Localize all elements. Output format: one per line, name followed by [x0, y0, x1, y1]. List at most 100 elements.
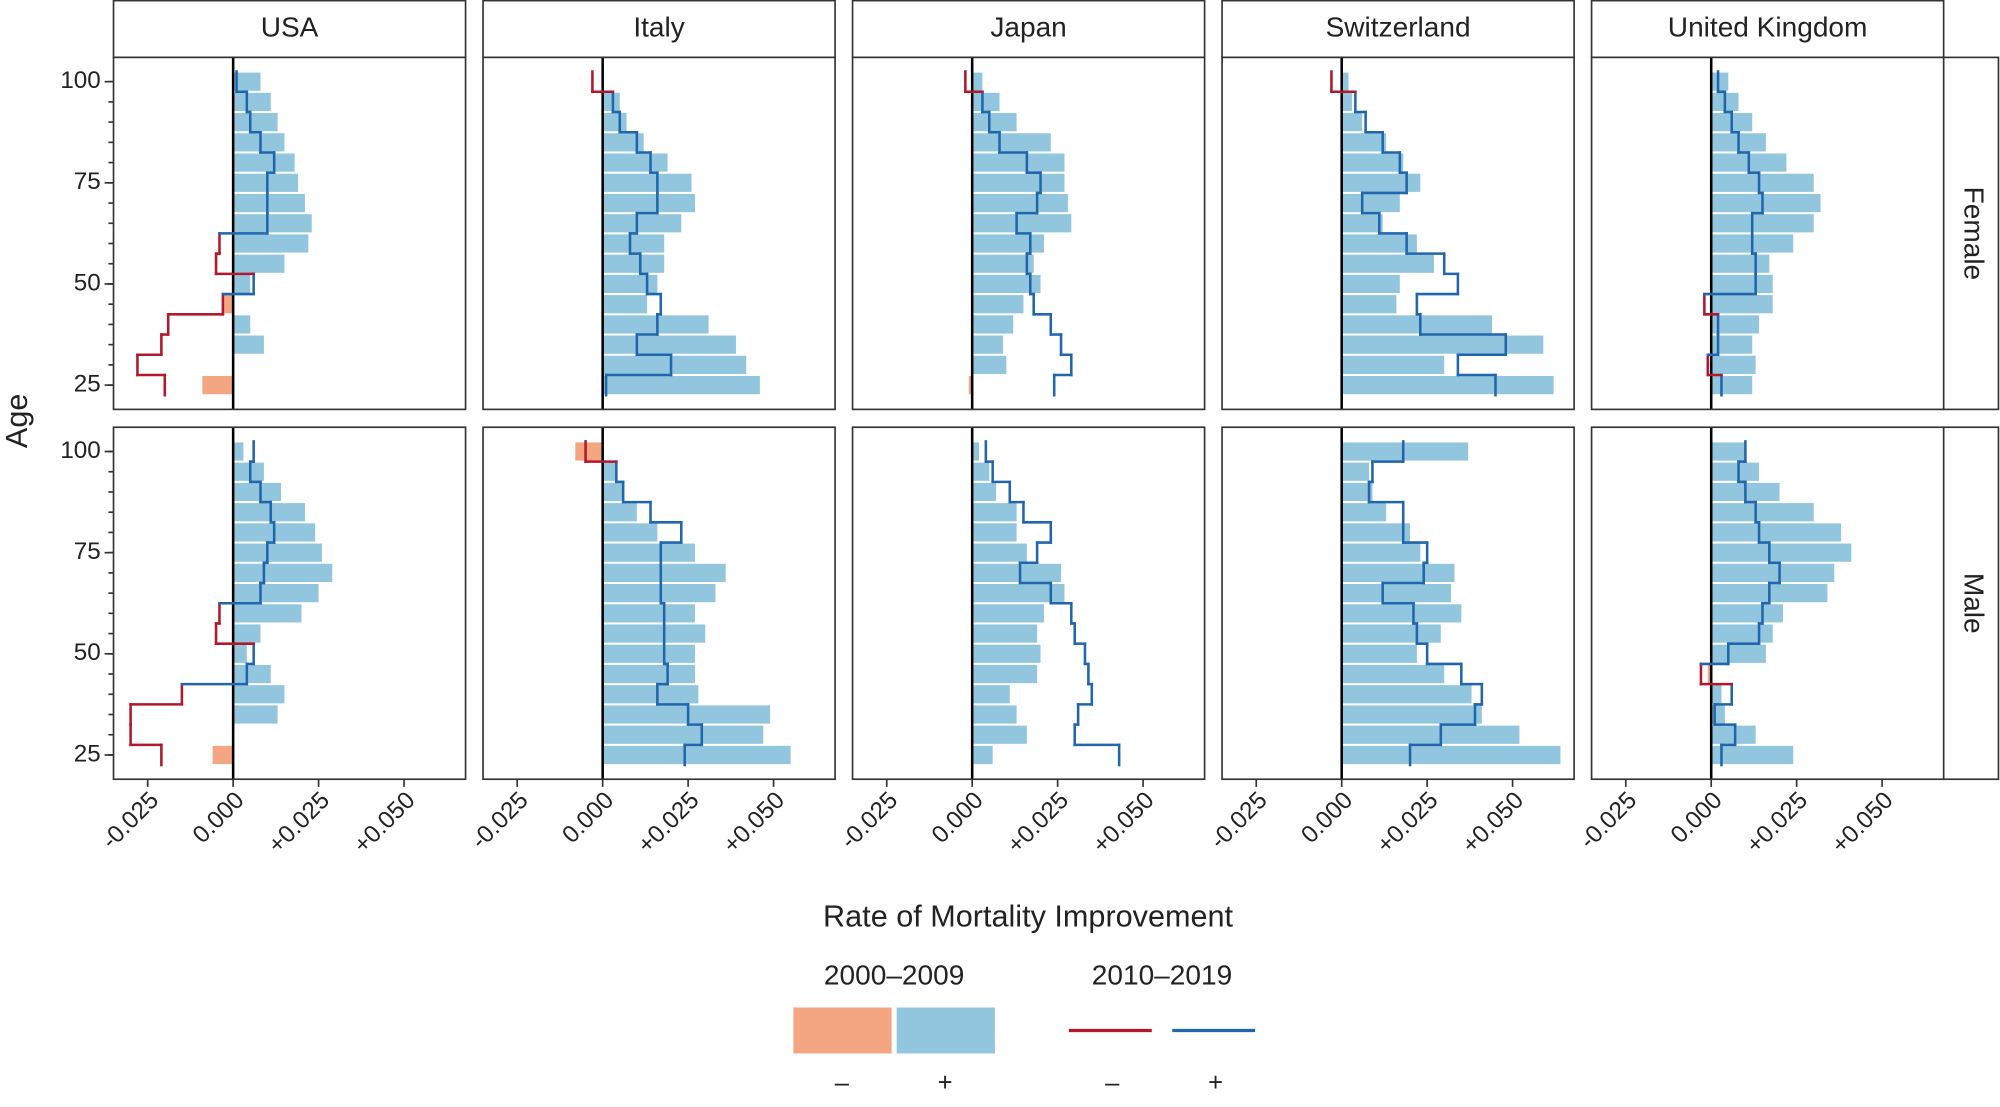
- y-tick-label: 25: [74, 740, 101, 767]
- bar: [1711, 254, 1770, 273]
- bar: [972, 624, 1038, 643]
- x-tick-label: +0.025: [1002, 787, 1074, 859]
- bar: [972, 234, 1044, 253]
- bar: [602, 685, 699, 704]
- x-tick-label: 0.000: [1296, 787, 1358, 849]
- strip: [1221, 0, 1575, 59]
- bar: [1711, 462, 1760, 481]
- bar: [1711, 335, 1753, 354]
- panel-border: [1221, 56, 1575, 411]
- column-label: USA: [261, 12, 319, 43]
- bar: [972, 705, 1017, 724]
- bar: [972, 644, 1041, 663]
- row-label: Female: [1958, 187, 1989, 281]
- bar: [602, 315, 709, 334]
- bar: [575, 442, 603, 461]
- bar: [1711, 295, 1773, 314]
- bar: [233, 72, 261, 91]
- x-tick-label: +0.025: [1372, 787, 1444, 859]
- x-tick-label: -0.025: [1205, 787, 1273, 855]
- bar: [602, 503, 637, 522]
- panel: [1591, 57, 1944, 410]
- bar: [602, 705, 771, 724]
- bar: [1341, 563, 1455, 582]
- legend-key: [793, 1007, 892, 1054]
- bar: [233, 482, 281, 502]
- bar: [972, 543, 1027, 562]
- bar: [1341, 543, 1421, 562]
- y-tick-label: 25: [74, 371, 101, 398]
- bar: [602, 113, 627, 132]
- bar: [233, 234, 309, 253]
- bar: [602, 725, 764, 744]
- bar: [1711, 725, 1756, 744]
- bar: [233, 604, 302, 623]
- bar: [972, 745, 993, 765]
- bar: [1711, 604, 1783, 623]
- bar: [968, 376, 973, 395]
- bar: [602, 153, 668, 172]
- bar: [1341, 503, 1387, 522]
- bar: [972, 153, 1065, 172]
- x-tick-label: -0.025: [96, 787, 164, 855]
- strip: [482, 0, 836, 59]
- bar: [1341, 376, 1554, 395]
- bar: [602, 234, 665, 253]
- bar: [1711, 685, 1722, 704]
- bar: [602, 193, 695, 213]
- bar: [972, 254, 1034, 273]
- bar: [1341, 72, 1349, 91]
- bar: [233, 214, 312, 233]
- bar: [972, 462, 990, 481]
- bar: [972, 685, 1010, 704]
- bar: [1711, 644, 1766, 663]
- bar: [233, 113, 278, 132]
- x-tick-label: 0.000: [188, 787, 250, 849]
- panel-border: [1590, 56, 1945, 411]
- panel: [113, 57, 466, 410]
- bar: [602, 624, 706, 643]
- bar: [1341, 355, 1445, 374]
- bar: [1341, 523, 1411, 542]
- bar: [602, 664, 695, 684]
- bar: [1711, 173, 1814, 192]
- bar: [233, 503, 305, 522]
- y-tick-label: 100: [60, 437, 100, 464]
- bar: [602, 745, 791, 765]
- bar: [1341, 173, 1421, 192]
- column-label: Italy: [633, 12, 684, 43]
- bar: [1711, 274, 1773, 294]
- bar: [1711, 503, 1814, 522]
- bar: [1341, 335, 1544, 354]
- panel-border: [851, 56, 1206, 411]
- bar: [972, 295, 1024, 314]
- bar: [233, 543, 323, 562]
- bar: [233, 442, 244, 461]
- x-tick-label: 0.000: [557, 787, 619, 849]
- bar: [972, 274, 1041, 294]
- x-tick-label: +0.050: [1088, 787, 1160, 859]
- bar: [602, 644, 695, 663]
- bar: [233, 685, 285, 704]
- bar: [233, 584, 319, 603]
- panel-border: [851, 426, 1206, 781]
- panel: [113, 427, 466, 780]
- strip: [112, 0, 467, 59]
- y-tick-label: 75: [74, 168, 101, 195]
- bar: [233, 193, 305, 213]
- x-tick-label: +0.050: [349, 787, 421, 859]
- bar: [233, 705, 278, 724]
- strip: [851, 0, 1206, 59]
- bar: [602, 92, 620, 111]
- column-label: Switzerland: [1326, 12, 1471, 43]
- bar: [1341, 604, 1462, 623]
- bar: [1341, 482, 1373, 502]
- bar: [602, 355, 747, 374]
- bar: [972, 503, 1017, 522]
- bar: [972, 72, 983, 91]
- bar: [1711, 705, 1725, 724]
- x-tick-label: +0.025: [1741, 787, 1813, 859]
- bar: [233, 664, 271, 684]
- panel-border: [1590, 426, 1945, 781]
